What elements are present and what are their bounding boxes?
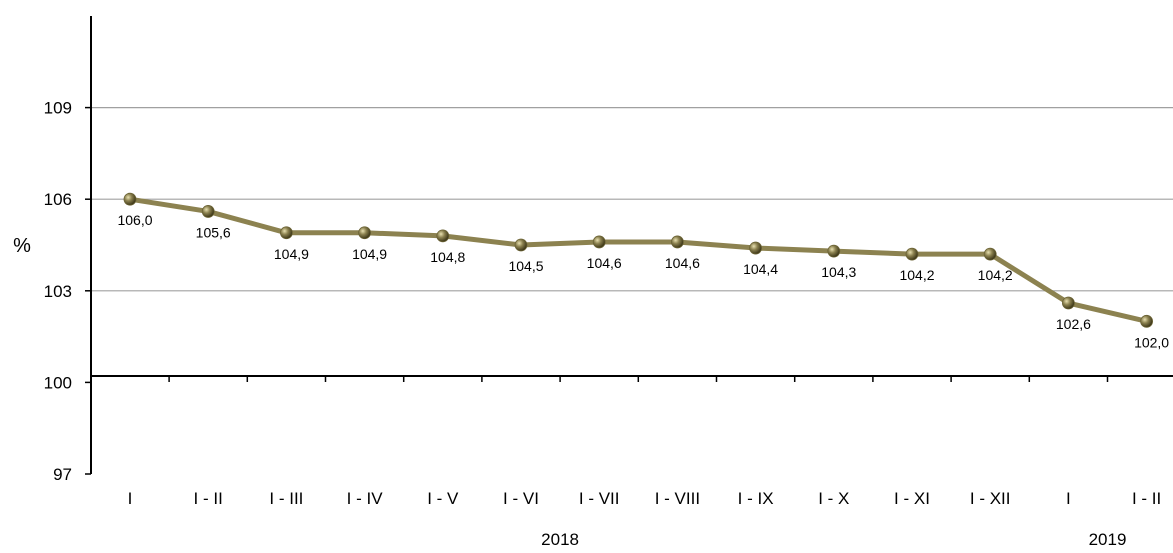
data-label: 104,4 (743, 261, 778, 277)
data-label: 104,2 (899, 267, 934, 283)
data-label: 102,0 (1134, 334, 1169, 350)
data-label: 105,6 (196, 224, 231, 240)
gridlines (91, 106, 1173, 292)
data-point (827, 244, 841, 258)
x-tick-label: I (128, 489, 133, 508)
data-point (592, 235, 606, 249)
x-tick-label: I - III (269, 489, 303, 508)
data-point (279, 226, 293, 240)
y-axis-label: % (13, 235, 31, 257)
x-tick-label: I - X (818, 489, 849, 508)
year-group-label: 2018 (541, 530, 579, 549)
data-point (436, 229, 450, 243)
y-tick-label: 97 (53, 465, 72, 484)
data-label: 104,5 (508, 258, 543, 274)
x-tick-label: I - II (194, 489, 223, 508)
year-group-label: 2019 (1089, 530, 1127, 549)
data-label: 104,2 (978, 267, 1013, 283)
data-point (358, 226, 372, 240)
data-point (905, 247, 919, 261)
data-label: 104,9 (352, 246, 387, 262)
y-tick-label: 103 (44, 282, 72, 301)
y-tick-label: 106 (44, 190, 72, 209)
data-point (983, 247, 997, 261)
series-line (127, 196, 1150, 324)
data-label: 106,0 (117, 212, 152, 228)
x-tick-label: I - IV (347, 489, 384, 508)
data-label: 104,9 (274, 246, 309, 262)
x-tick-label: I - XI (894, 489, 930, 508)
x-tick-label: I - IX (738, 489, 774, 508)
x-tick-label: I - II (1132, 489, 1161, 508)
x-tick-label: I - VII (579, 489, 620, 508)
data-markers (123, 192, 1153, 328)
data-point (1140, 314, 1153, 328)
x-tick-label: I - VI (503, 489, 539, 508)
data-label: 104,6 (587, 255, 622, 271)
data-point (671, 235, 684, 249)
series-polyline (127, 196, 1150, 324)
data-point (123, 192, 137, 206)
x-tick-label: I - XII (970, 489, 1011, 508)
data-point (1062, 296, 1075, 310)
data-point (201, 205, 215, 218)
data-point (514, 238, 528, 252)
y-tick-label: 100 (44, 373, 72, 392)
data-point (749, 241, 762, 255)
x-tick-label: I (1066, 489, 1071, 508)
data-label: 104,6 (665, 255, 700, 271)
data-label: 102,6 (1056, 316, 1091, 332)
y-tick-label: 109 (44, 99, 72, 118)
data-label: 104,3 (821, 264, 856, 280)
x-tick-label: I - VIII (655, 489, 700, 508)
data-label: 104,8 (430, 249, 465, 265)
data-labels: 106,0 105,6 104,9 104,9 104,8 104,5 104,6 104,6… (117, 212, 1169, 350)
x-tick-label: I - V (427, 489, 459, 508)
